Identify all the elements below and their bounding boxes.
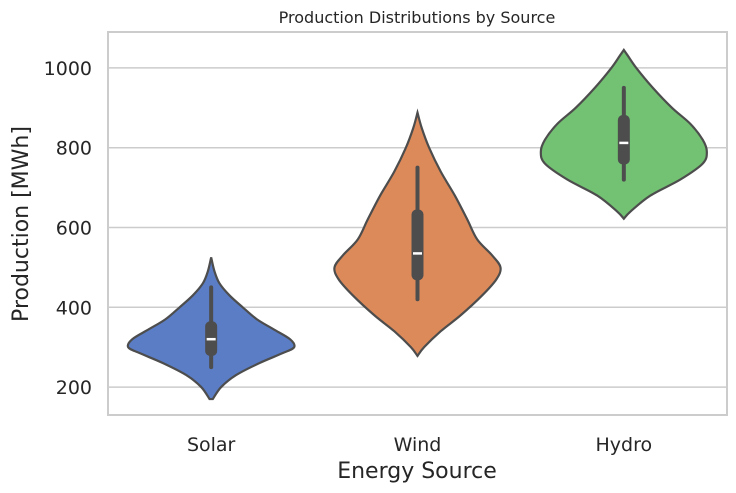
x-tick-labels: Solar Wind Hydro (187, 434, 652, 456)
violin-solar (126, 257, 296, 401)
violin-wind (333, 108, 502, 358)
y-tick-label: 600 (56, 217, 92, 239)
chart-title: Production Distributions by Source (279, 8, 556, 27)
plot-frame (107, 31, 728, 416)
violin-layer (126, 48, 708, 401)
violin-hydro (539, 48, 708, 221)
iqr-box-hydro (617, 114, 630, 165)
y-tick-label: 200 (56, 377, 92, 399)
y-tick-label: 1000 (44, 58, 92, 80)
x-tick-label-wind: Wind (394, 434, 442, 456)
y-tick-label: 800 (56, 138, 92, 160)
x-tick-label-solar: Solar (187, 434, 236, 456)
x-axis-label: Energy Source (337, 459, 497, 484)
iqr-box-wind (411, 209, 424, 281)
y-tick-label: 400 (56, 297, 92, 319)
x-tick-label-hydro: Hydro (596, 434, 653, 456)
y-tick-labels: 200 400 600 800 1000 (44, 58, 92, 399)
y-axis-label: Production [MWh] (9, 126, 34, 322)
